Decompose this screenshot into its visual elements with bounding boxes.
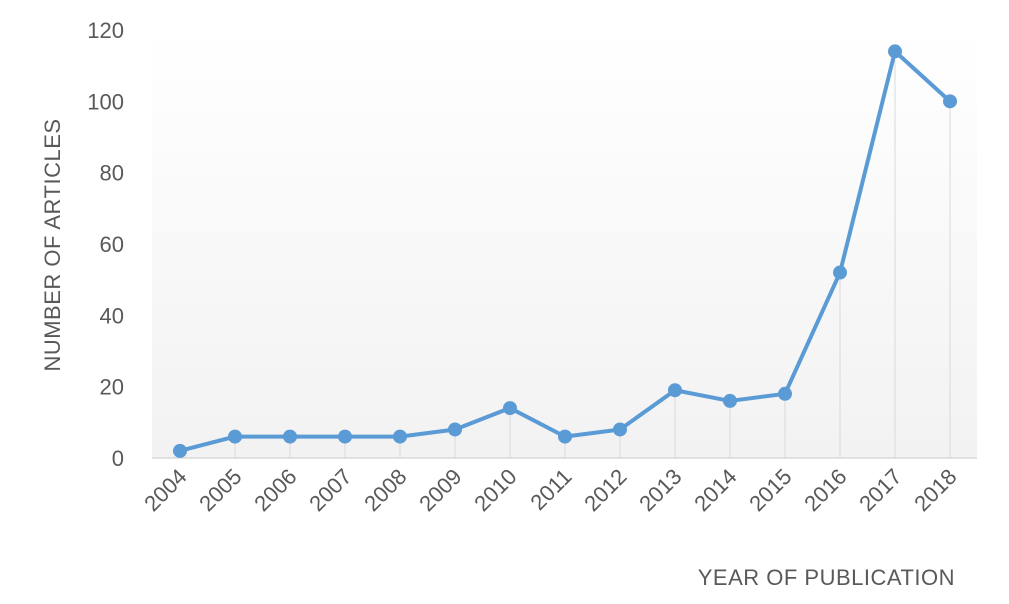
y-tick-label: 80 — [100, 161, 124, 186]
x-axis-title: YEAR OF PUBLICATION — [698, 565, 955, 590]
y-tick-label: 100 — [87, 89, 124, 114]
x-tick-label: 2013 — [634, 464, 686, 516]
x-tick-label: 2012 — [579, 464, 631, 516]
x-tick-label: 2011 — [525, 464, 576, 515]
y-axis-ticks: 0 20 40 60 80 100 120 — [87, 18, 124, 471]
x-tick-label: 2005 — [194, 464, 246, 516]
x-tick-label: 2006 — [249, 464, 301, 516]
y-axis-title: NUMBER OF ARTICLES — [40, 118, 65, 371]
data-point — [503, 401, 517, 416]
data-point — [338, 429, 352, 444]
data-point — [448, 422, 462, 437]
x-tick-label: 2016 — [799, 464, 851, 516]
data-point — [723, 393, 737, 408]
y-tick-label: 20 — [100, 375, 124, 400]
data-point — [668, 383, 682, 398]
x-tick-label: 2009 — [414, 464, 466, 516]
x-tick-label: 2010 — [469, 464, 521, 516]
y-tick-label: 40 — [100, 303, 124, 328]
plot-area-background — [152, 30, 977, 458]
data-point — [558, 429, 572, 444]
y-tick-label: 120 — [87, 18, 124, 43]
x-tick-label: 2014 — [689, 464, 741, 516]
data-point — [283, 429, 297, 444]
data-point — [393, 429, 407, 444]
y-tick-label: 60 — [100, 232, 124, 257]
x-tick-label: 2008 — [359, 464, 411, 516]
x-tick-label: 2015 — [744, 464, 796, 516]
data-point — [888, 44, 902, 59]
data-point — [778, 386, 792, 401]
data-point — [613, 422, 627, 437]
x-tick-label: 2004 — [139, 464, 191, 516]
data-points — [173, 44, 957, 458]
data-point — [173, 443, 187, 458]
x-tick-label: 2018 — [909, 464, 961, 516]
x-axis-ticks: 2004 2005 2006 2007 2008 2009 2010 2011 2012 2013… — [139, 464, 961, 516]
x-tick-label: 2017 — [854, 464, 906, 516]
x-tick-label: 2007 — [304, 464, 356, 516]
data-point — [228, 429, 242, 444]
data-point — [833, 265, 847, 280]
data-point — [943, 94, 957, 109]
y-tick-label: 0 — [112, 446, 124, 471]
